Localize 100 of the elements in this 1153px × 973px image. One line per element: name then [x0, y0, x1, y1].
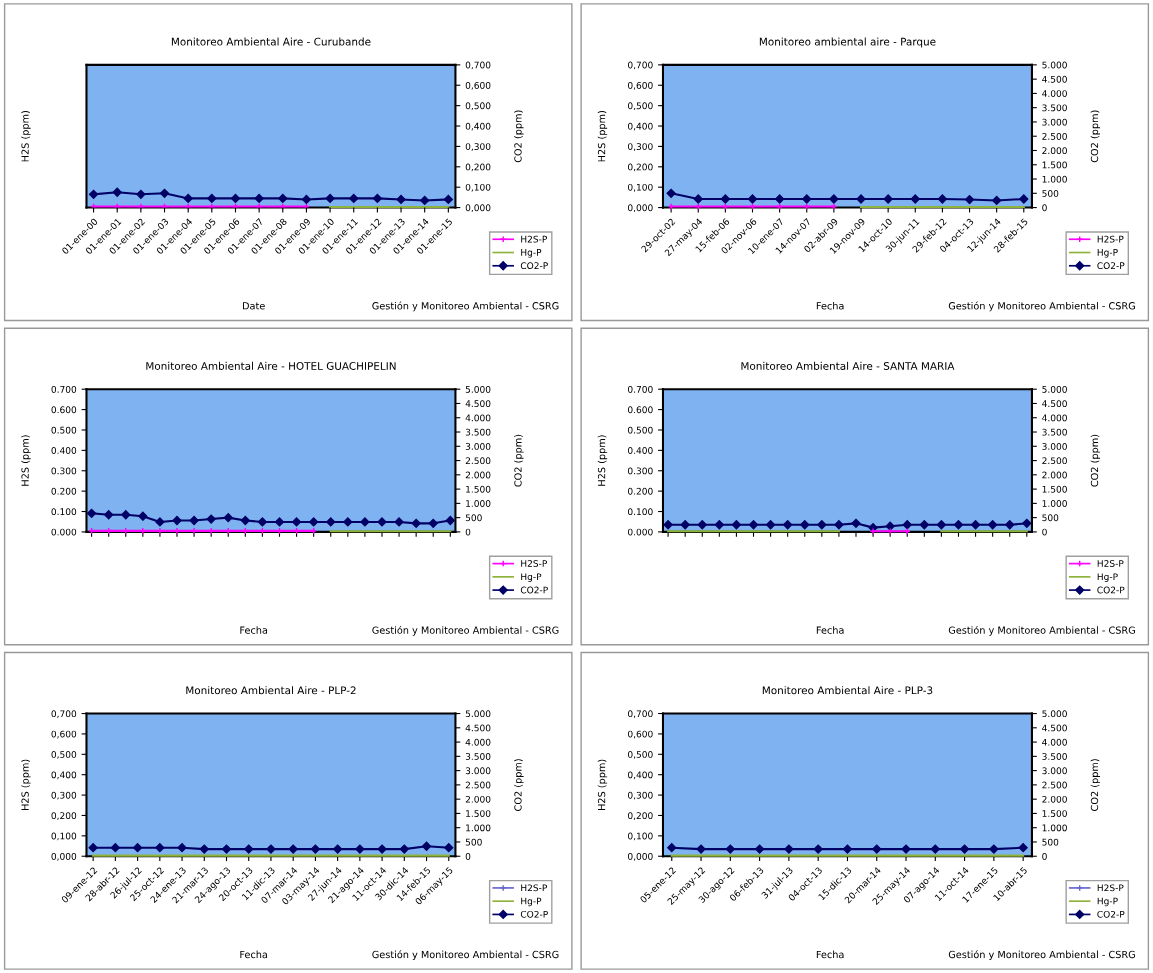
y2-tick-label: 2.500 [465, 457, 491, 465]
y-tick-label: 0.400 [628, 447, 653, 454]
y-tick-label: 0,300 [628, 791, 653, 800]
y-tick-label: 0,500 [51, 751, 77, 759]
y2-axis-title: CO2 (ppm) [1090, 434, 1101, 487]
y2-tick-label: 5.000 [1042, 385, 1067, 393]
y2-tick-label: 4.000 [1042, 738, 1067, 746]
y2-tick-label: 5.000 [465, 710, 491, 718]
y-tick-label: 0,100 [628, 832, 653, 841]
y-tick-label: 0.100 [51, 508, 77, 516]
legend-label: H2S-P [1097, 235, 1124, 243]
x-axis-title: Fecha [816, 301, 844, 310]
y2-tick-label: 0,700 [465, 61, 491, 70]
y2-tick-label: 0,400 [465, 122, 491, 131]
text: Gestión y Monitoreo Ambiental - CSRG [372, 950, 559, 961]
y2-axis-title: CO2 (ppm) [1090, 759, 1101, 811]
chart-title: Monitoreo Ambiental Aire - PLP-2 [186, 686, 356, 695]
y2-tick-label: 1.500 [1042, 810, 1067, 817]
y-tick-label: 0.700 [51, 385, 77, 393]
y-tick-label: 0.200 [628, 487, 653, 495]
y-tick-label: 0.100 [628, 508, 653, 516]
y2-axis-title: CO2 (ppm) [1090, 110, 1101, 163]
legend-label: H2S-P [521, 560, 547, 567]
y2-tick-label: 2.500 [1042, 132, 1067, 140]
y-tick-label: 0.000 [51, 528, 77, 536]
y2-tick-label: 0,000 [465, 204, 491, 213]
y-tick-label: 0.300 [51, 467, 77, 475]
y-axis-title: H2S (ppm) [21, 110, 31, 162]
y2-tick-label: 3.000 [1042, 443, 1067, 450]
y2-tick-label: 500 [1042, 514, 1059, 522]
legend-label: Hg-P [1097, 249, 1118, 258]
y2-tick-label: 3.500 [1042, 428, 1067, 436]
y2-tick-label: 2.000 [465, 795, 491, 803]
y2-tick-label: 3.500 [465, 428, 491, 436]
y2-tick-label: 2.500 [1042, 457, 1067, 465]
y-tick-label: 0.000 [628, 528, 653, 536]
y2-tick-label: 2.500 [1042, 781, 1067, 789]
y2-tick-label: 1.500 [466, 810, 491, 817]
y-tick-label: 0,400 [628, 771, 653, 780]
y2-tick-label: 0 [1042, 204, 1047, 212]
y2-tick-label: 2.000 [465, 471, 491, 479]
legend-label: H2S-P [521, 884, 547, 892]
x-axis-title: Fecha [816, 626, 844, 634]
y2-tick-label: 1.000 [466, 500, 491, 507]
legend-label: Hg-P [1097, 573, 1118, 582]
y-tick-label: 0,000 [628, 852, 653, 861]
text: Gestión y Monitoreo Ambiental - CSRG [948, 950, 1135, 961]
legend-label: CO2-P [520, 262, 548, 270]
y-tick-label: 0.500 [51, 426, 77, 434]
y-tick-label: 0.400 [51, 447, 77, 454]
legend-label: Hg-P [521, 897, 542, 907]
y-tick-label: 0,700 [51, 710, 77, 719]
y-tick-label: 0,700 [628, 61, 653, 70]
y2-tick-label: 500 [465, 514, 482, 522]
y2-tick-label: 500 [1042, 838, 1059, 846]
y2-tick-label: 1.000 [1042, 500, 1067, 507]
y2-tick-label: 4.500 [1042, 400, 1067, 408]
chart-title: Monitoreo Ambiental Aire - HOTEL GUACHIPELIN [146, 361, 396, 370]
y2-tick-label: 3.000 [465, 767, 491, 775]
y-tick-label: 0,000 [51, 852, 77, 861]
y-tick-label: 0,300 [51, 791, 77, 800]
y2-tick-label: 4.500 [465, 724, 491, 732]
chart-title: Monitoreo Ambiental Aire - Curubande [171, 37, 371, 46]
y-axis-title: H2S (ppm) [597, 759, 608, 811]
y-tick-label: 0,000 [628, 204, 653, 213]
x-axis-title: Fecha [816, 950, 844, 959]
y2-tick-label: 3.000 [1042, 767, 1067, 775]
y2-tick-label: 0,300 [465, 143, 491, 151]
y2-tick-label: 2.000 [1042, 795, 1067, 803]
legend-label: CO2-P [520, 910, 548, 918]
y2-tick-label: 4.500 [1042, 724, 1067, 732]
y2-tick-label: 4.500 [465, 400, 491, 408]
y-tick-label: 0,400 [51, 771, 77, 780]
y2-tick-label: 5.000 [465, 385, 491, 393]
y2-tick-label: 4.500 [1042, 75, 1067, 83]
text: Gestión y Monitoreo Ambiental - CSRG [372, 625, 559, 636]
y2-tick-label: 2.500 [465, 781, 491, 789]
y2-axis-title: CO2 (ppm) [514, 434, 524, 487]
y2-tick-label: 3.000 [465, 443, 491, 450]
y2-tick-label: 3.500 [1042, 753, 1067, 760]
y-tick-label: 0,500 [628, 751, 653, 759]
legend-label: CO2-P [1097, 586, 1125, 594]
y2-tick-label: 4.000 [1042, 414, 1067, 422]
y-tick-label: 0,700 [628, 710, 653, 719]
y2-tick-label: 1.500 [1042, 485, 1067, 493]
y-tick-label: 0,300 [628, 143, 653, 151]
y-tick-label: 0.200 [51, 487, 77, 495]
y-tick-label: 0,100 [628, 183, 653, 192]
y-tick-label: 0,500 [628, 102, 653, 111]
y2-tick-label: 0,600 [465, 81, 491, 90]
y2-tick-label: 1.500 [1042, 161, 1067, 169]
x-axis-title: Fecha [240, 626, 268, 634]
chart-title: Monitoreo ambiental aire - Parque [759, 37, 936, 48]
legend-label: H2S-P [1097, 560, 1124, 567]
chart-title: Monitoreo Ambiental Aire - SANTA MARIA [741, 361, 955, 370]
y-tick-label: 0.500 [628, 426, 653, 434]
y2-tick-label: 0 [465, 528, 471, 536]
y-tick-label: 0,100 [51, 832, 77, 841]
y2-tick-label: 500 [465, 838, 482, 846]
y2-tick-label: 1.500 [466, 485, 491, 493]
